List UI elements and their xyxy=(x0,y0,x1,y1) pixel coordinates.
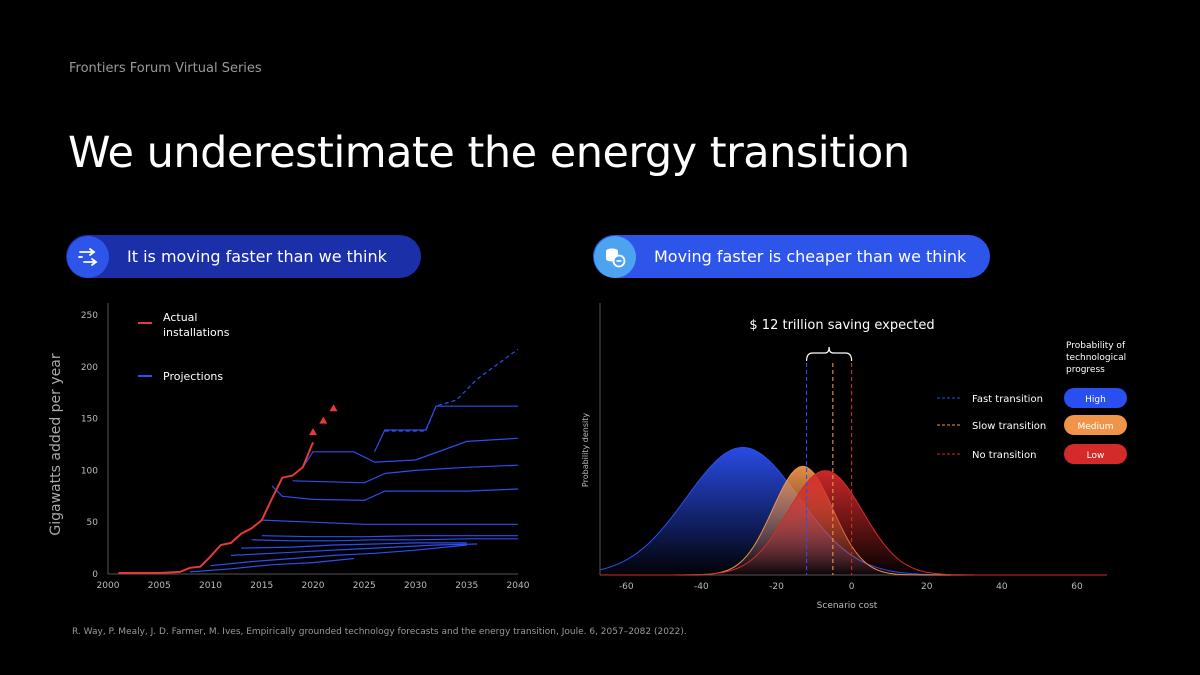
x-tick-label: 60 xyxy=(1071,582,1083,592)
x-tick-label: -40 xyxy=(694,582,709,592)
legend-title: Probability of technological progress xyxy=(1066,341,1126,375)
series-label: Frontiers Forum Virtual Series xyxy=(69,61,262,76)
y-tick-label: 50 xyxy=(87,518,99,528)
actual-point-marker xyxy=(329,404,338,412)
probability-badge xyxy=(1064,388,1127,408)
y-tick-label: 150 xyxy=(81,415,98,425)
coins-icon xyxy=(594,235,636,278)
x-tick-label: 2030 xyxy=(404,581,427,591)
y-tick-label: 100 xyxy=(81,466,98,476)
citation: R. Way, P. Mealy, J. D. Farmer, M. Ives,… xyxy=(72,627,687,637)
probability-badge-label: Low xyxy=(1087,451,1105,461)
pill-cheaper: Moving faster is cheaper than we think xyxy=(593,235,990,278)
x-tick-label: 20 xyxy=(921,582,933,592)
legend-label: No transition xyxy=(972,450,1036,461)
density-curve xyxy=(600,470,1107,576)
x-tick-label: -20 xyxy=(769,582,784,592)
legend-label: Slow transition xyxy=(972,421,1046,432)
projection-line xyxy=(261,535,518,538)
y-axis-label: Gigawatts added per year xyxy=(48,353,64,535)
probability-badge xyxy=(1064,444,1127,464)
legend-label-actual: Actual installations xyxy=(163,311,230,339)
x-tick-label: 2000 xyxy=(97,581,120,591)
x-tick-label: 2035 xyxy=(455,581,478,591)
x-tick-label: 2020 xyxy=(302,581,325,591)
x-tick-label: 0 xyxy=(849,582,855,592)
pill-moving-faster: It is moving faster than we think xyxy=(66,235,421,278)
saving-brace xyxy=(805,346,853,362)
probability-badge-label: Medium xyxy=(1078,422,1114,432)
x-axis-label: Scenario cost xyxy=(817,601,878,611)
density-area xyxy=(600,470,1107,575)
installations-chart: 0 50 100 150 200 250 2000 2005 2010 2015 2020 2025 2… xyxy=(48,303,530,591)
x-tick-label: -60 xyxy=(619,582,634,592)
pill-label: It is moving faster than we think xyxy=(127,247,387,266)
actual-point-marker xyxy=(309,428,317,436)
projection-line xyxy=(189,557,355,573)
arrows-right-icon xyxy=(67,235,109,278)
pill-label: Moving faster is cheaper than we think xyxy=(654,247,967,266)
projection-line xyxy=(373,405,518,453)
y-tick-label: 0 xyxy=(92,570,98,580)
projection-line xyxy=(210,544,467,567)
y-tick-label: 250 xyxy=(81,311,98,321)
cost-distribution-chart: $ 12 trillion saving expected -60 -40 -20 0 2… xyxy=(581,303,1127,611)
projection-line xyxy=(271,485,519,502)
legend-label-projections: Projections xyxy=(163,370,223,383)
projection-line xyxy=(261,519,518,525)
chart-title: $ 12 trillion saving expected xyxy=(749,318,934,333)
x-tick-label: 2025 xyxy=(353,581,376,591)
projection-line xyxy=(251,538,518,542)
projection-line xyxy=(384,348,519,432)
legend-label: Fast transition xyxy=(972,394,1043,405)
page-title: We underestimate the energy transition xyxy=(68,128,910,178)
x-tick-label: 2040 xyxy=(507,581,530,591)
projection-line xyxy=(302,437,519,468)
projection-line xyxy=(241,542,467,549)
projection-line xyxy=(230,543,478,556)
x-tick-label: 2010 xyxy=(199,581,222,591)
actual-installations-line xyxy=(118,442,314,574)
x-tick-label: 2015 xyxy=(250,581,273,591)
x-tick-label: 40 xyxy=(996,582,1008,592)
projection-line xyxy=(292,464,519,484)
probability-badge-label: High xyxy=(1085,395,1106,405)
x-tick-label: 2005 xyxy=(148,581,171,591)
probability-badge xyxy=(1064,415,1127,435)
y-tick-label: 200 xyxy=(81,363,98,373)
density-area xyxy=(600,447,1107,575)
actual-point-marker xyxy=(319,416,328,424)
y-axis-label: Probability density xyxy=(581,413,590,487)
